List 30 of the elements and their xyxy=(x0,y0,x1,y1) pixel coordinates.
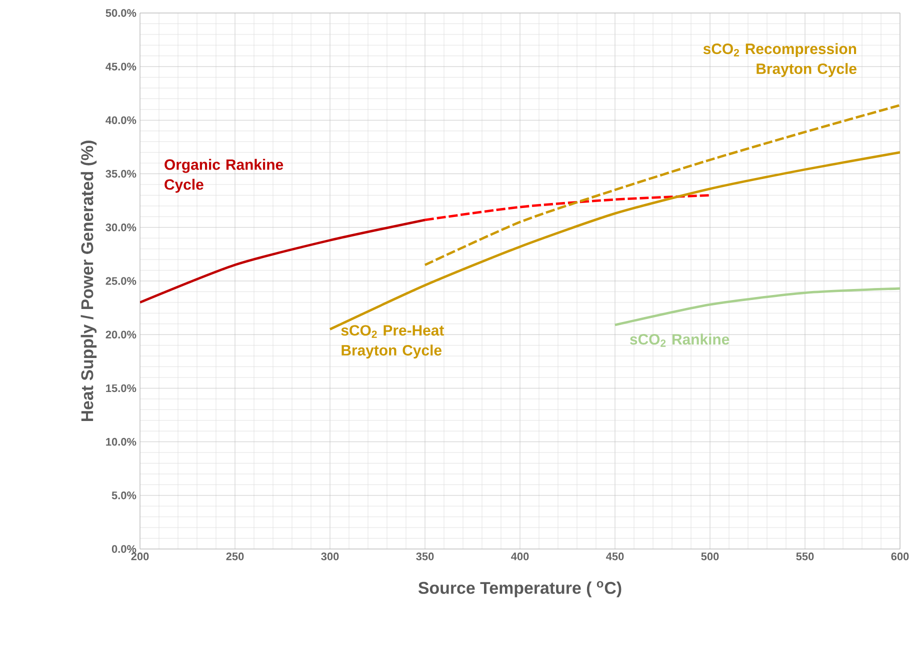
y-tick-label: 30.0% xyxy=(106,224,136,232)
x-tick-label: 400 xyxy=(511,552,529,560)
text: sCO$_{2}$ Recompression Brayton Cycle xyxy=(703,43,856,77)
x-tick-label: 250 xyxy=(226,552,244,560)
y-tick-label: 50.0% xyxy=(106,9,136,17)
line-series xyxy=(614,287,900,326)
x-tick-label: 300 xyxy=(321,552,339,560)
y-tick-label: 0.0% xyxy=(112,545,136,553)
y-tick-label: 25.0% xyxy=(106,277,136,285)
y-tick-label: 15.0% xyxy=(106,384,136,392)
text: Organic Rankine Cycle xyxy=(164,158,284,193)
x-tick-label: 500 xyxy=(701,552,719,560)
x-tick-label: 350 xyxy=(416,552,434,560)
x-axis-title: Source Temperature ( $^{o}$C) xyxy=(418,581,622,598)
y-axis-title: Heat Supply / Power Generated (%) xyxy=(80,140,97,422)
y-tick-label: 20.0% xyxy=(106,330,136,338)
y-tick-label: 5.0% xyxy=(112,492,136,500)
y-tick-label: 40.0% xyxy=(106,116,136,124)
x-tick-label: 450 xyxy=(606,552,624,560)
series-label: sCO$_{2}$ Rankine xyxy=(630,334,730,347)
x-tick-label: 550 xyxy=(796,552,814,560)
series-label: sCO$_{2}$ Pre-Heat Brayton Cycle xyxy=(341,325,444,359)
y-tick-label: 45.0% xyxy=(106,62,136,70)
x-tick-label: 600 xyxy=(891,552,909,560)
y-tick-label: 35.0% xyxy=(106,170,136,178)
y-tick-label: 10.0% xyxy=(106,438,136,446)
line-series xyxy=(424,104,900,266)
line-series xyxy=(140,218,426,304)
x-tick-label: 200 xyxy=(131,552,149,560)
line-series xyxy=(424,194,712,222)
